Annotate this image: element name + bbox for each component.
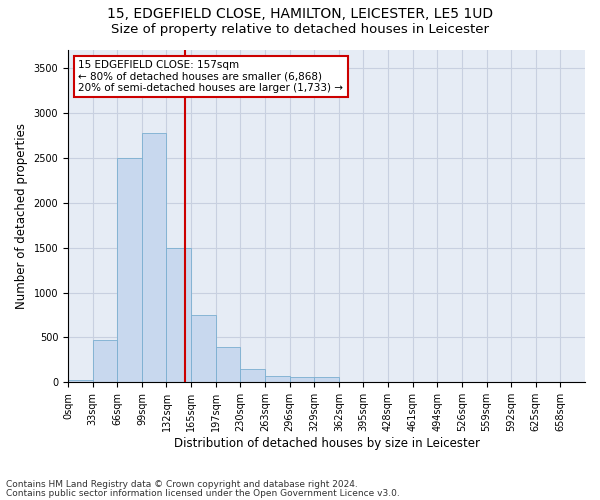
Bar [117, 158, 142, 382]
Text: 15, EDGEFIELD CLOSE, HAMILTON, LEICESTER, LE5 1UD: 15, EDGEFIELD CLOSE, HAMILTON, LEICESTER… [107, 8, 493, 22]
Bar [92, 340, 117, 382]
Bar [68, 380, 92, 382]
Text: Contains HM Land Registry data © Crown copyright and database right 2024.: Contains HM Land Registry data © Crown c… [6, 480, 358, 489]
Text: Contains public sector information licensed under the Open Government Licence v3: Contains public sector information licen… [6, 488, 400, 498]
Bar [290, 378, 314, 382]
Bar [265, 376, 290, 382]
Bar [142, 132, 166, 382]
Bar [314, 378, 339, 382]
X-axis label: Distribution of detached houses by size in Leicester: Distribution of detached houses by size … [173, 437, 479, 450]
Bar [191, 315, 216, 382]
Text: 15 EDGEFIELD CLOSE: 157sqm
← 80% of detached houses are smaller (6,868)
20% of s: 15 EDGEFIELD CLOSE: 157sqm ← 80% of deta… [79, 60, 343, 93]
Bar [166, 248, 191, 382]
Text: Size of property relative to detached houses in Leicester: Size of property relative to detached ho… [111, 22, 489, 36]
Y-axis label: Number of detached properties: Number of detached properties [15, 123, 28, 309]
Bar [216, 348, 241, 382]
Bar [241, 370, 265, 382]
